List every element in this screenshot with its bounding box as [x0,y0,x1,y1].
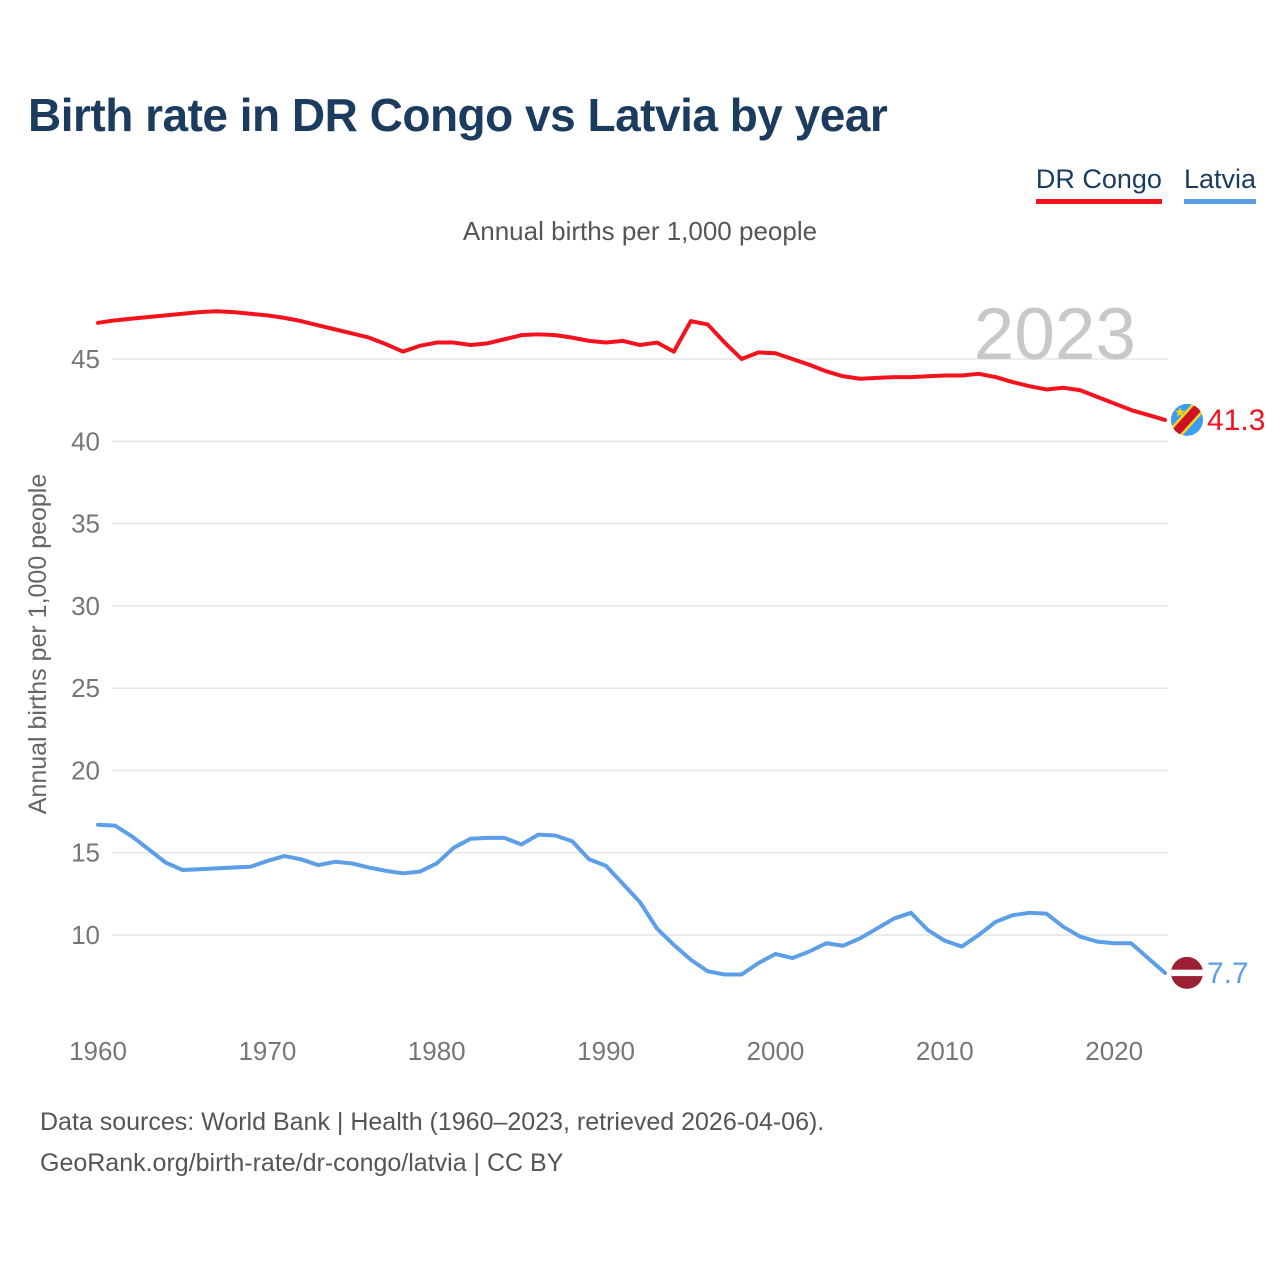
gridlines [112,358,1168,936]
x-tick-label: 1980 [408,1036,466,1066]
chart-subtitle: Annual births per 1,000 people [462,216,818,246]
legend-item-latvia[interactable]: Latvia [1183,164,1256,204]
y-tick-label: 45 [71,344,100,374]
footer: Data sources: World Bank | Health (1960–… [40,1102,1240,1184]
y-tick-label: 25 [71,673,100,703]
y-tick-label: 35 [71,509,100,539]
y-tick-label: 40 [71,426,100,456]
x-tick-label: 1970 [238,1036,296,1066]
y-axis-title: Annual births per 1,000 people [24,474,52,815]
legend-item-dr-congo[interactable]: DR Congo [1035,164,1162,204]
latvia-end-value: 7.7 [1207,957,1249,990]
y-tick-label: 10 [71,920,100,950]
footer-sources: Data sources: World Bank | Health (1960–… [40,1108,825,1136]
latvia-line [96,822,1167,977]
x-tick-label: 1990 [577,1036,635,1066]
x-tick-label: 2000 [747,1036,805,1066]
x-tick-label: 1960 [69,1036,127,1066]
dr-congo-line [96,309,1167,422]
watermark-year: 2023 [974,294,1136,375]
y-tick-label: 20 [71,755,100,785]
x-axis-tick-labels: 1960 1970 1980 1990 2000 2010 2020 [69,1036,1143,1066]
y-tick-label: 30 [71,591,100,621]
x-tick-label: 2020 [1085,1036,1143,1066]
page-title: Birth rate in DR Congo vs Latvia by year [28,89,888,141]
latvia-flag-icon [1171,956,1203,989]
footer-link: GeoRank.org/birth-rate/dr-congo/latvia |… [40,1149,564,1177]
y-tick-label: 15 [71,838,100,868]
legend: DR Congo Latvia [1035,164,1256,204]
y-axis-tick-labels: 10 15 20 25 30 35 40 45 [71,344,100,950]
dr-congo-flag-icon [1171,403,1203,436]
dr-congo-end-value: 41.3 [1207,404,1265,437]
x-tick-label: 2010 [916,1036,974,1066]
